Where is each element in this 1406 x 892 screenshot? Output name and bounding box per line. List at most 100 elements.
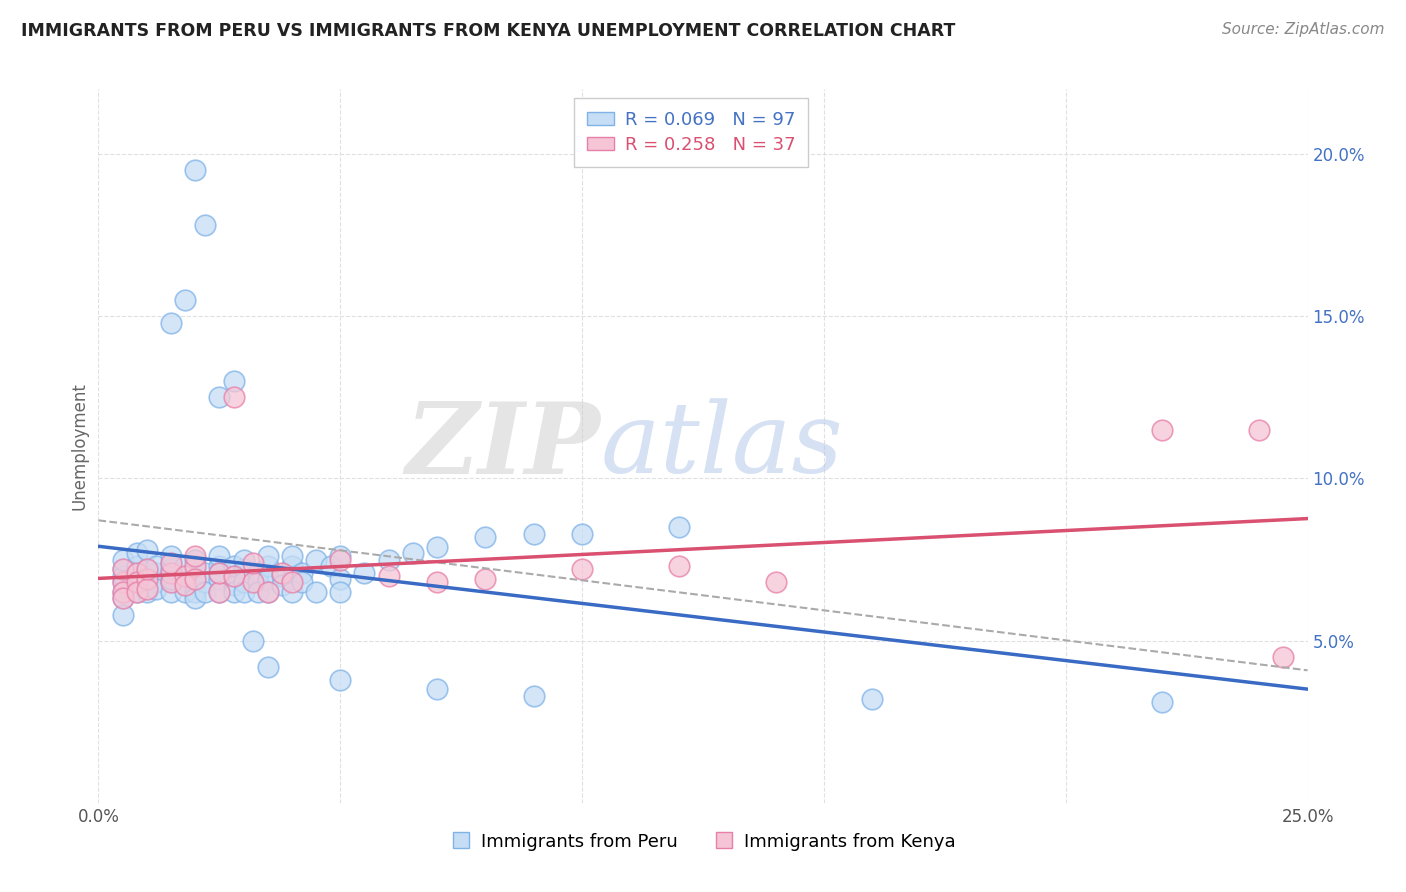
Point [242,575,264,590]
Point [256,585,278,599]
Point [135,572,157,586]
Text: Source: ZipAtlas.com: Source: ZipAtlas.com [1222,22,1385,37]
Point [271,568,294,582]
Point [290,566,312,580]
Point [135,572,157,586]
Point [111,575,134,590]
Point [426,540,449,554]
Point [135,582,157,596]
Point [208,585,231,599]
Point [281,549,304,564]
Point [135,542,157,557]
Point [208,566,231,580]
Point [184,562,207,576]
Point [232,575,254,590]
Point [232,585,254,599]
Point [160,572,183,586]
Point [127,575,149,590]
Point [127,585,149,599]
Point [208,585,231,599]
Point [145,559,167,574]
Point [160,556,183,570]
Point [247,575,270,590]
Point [135,582,157,596]
Point [242,633,264,648]
Point [232,552,254,566]
Point [668,520,690,534]
Point [222,374,245,388]
Point [329,552,352,566]
Point [1152,423,1174,437]
Point [184,591,207,606]
Point [135,575,157,590]
Point [127,585,149,599]
Point [222,568,245,582]
Point [860,692,883,706]
Point [474,572,496,586]
Text: ZIP: ZIP [405,398,600,494]
Point [135,562,157,576]
Point [271,566,294,580]
Point [256,549,278,564]
Point [184,163,207,178]
Point [222,585,245,599]
Point [256,659,278,673]
Point [281,585,304,599]
Point [111,575,134,590]
Legend: Immigrants from Peru, Immigrants from Kenya: Immigrants from Peru, Immigrants from Ke… [443,826,963,858]
Point [222,390,245,404]
Point [194,566,217,580]
Text: atlas: atlas [600,399,844,493]
Point [111,552,134,566]
Point [208,549,231,564]
Point [377,568,399,582]
Point [305,585,328,599]
Point [329,549,352,564]
Point [208,559,231,574]
Point [1272,649,1295,664]
Point [184,559,207,574]
Point [402,546,425,560]
Point [329,673,352,687]
Point [319,559,342,574]
Point [184,552,207,566]
Point [145,575,167,590]
Point [174,585,197,599]
Point [111,585,134,599]
Point [127,559,149,574]
Point [127,575,149,590]
Point [160,585,183,599]
Point [247,585,270,599]
Point [160,562,183,576]
Point [281,572,304,586]
Point [222,559,245,574]
Point [160,316,183,330]
Point [160,556,183,570]
Point [194,575,217,590]
Point [111,562,134,576]
Point [160,575,183,590]
Point [174,578,197,592]
Point [765,575,787,590]
Point [222,568,245,582]
Point [111,585,134,599]
Point [290,575,312,590]
Point [127,546,149,560]
Point [174,293,197,307]
Point [174,568,197,582]
Point [208,390,231,404]
Point [111,591,134,606]
Point [135,585,157,599]
Point [127,566,149,580]
Point [160,575,183,590]
Point [111,607,134,622]
Point [145,582,167,596]
Point [1249,423,1271,437]
Point [174,568,197,582]
Point [160,549,183,564]
Point [474,530,496,544]
Point [208,566,231,580]
Y-axis label: Unemployment: Unemployment [70,382,89,510]
Point [184,575,207,590]
Point [184,572,207,586]
